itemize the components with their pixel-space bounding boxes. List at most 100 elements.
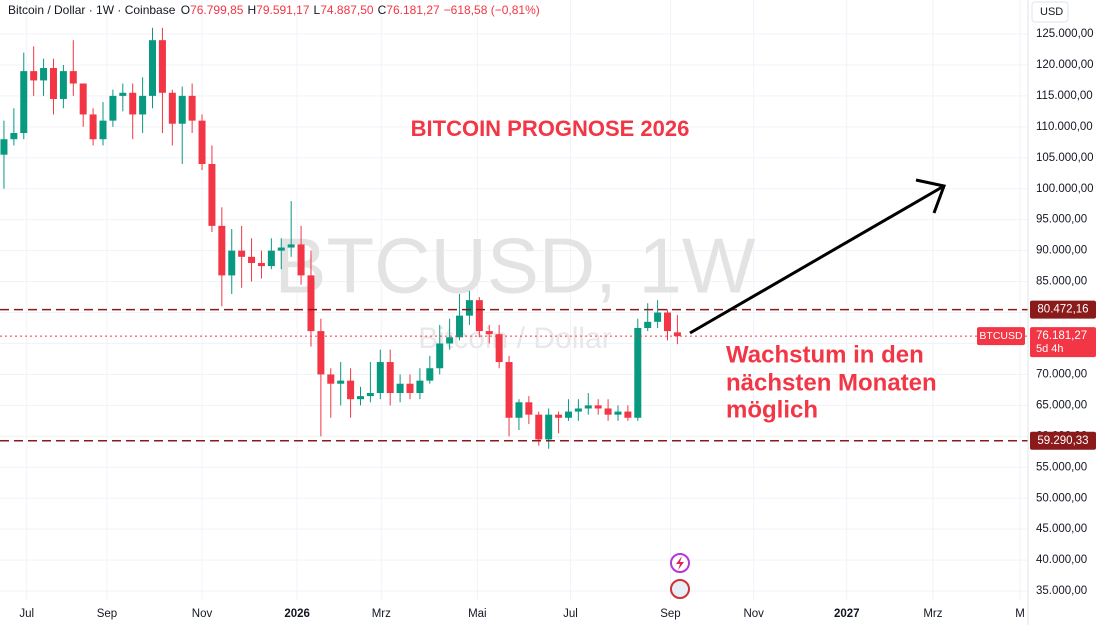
ohlc-value: 74.887,50 bbox=[320, 3, 374, 17]
x-tick-label: Nov bbox=[743, 608, 764, 620]
candle-body bbox=[465, 300, 473, 316]
annotation: möglich bbox=[726, 396, 818, 423]
candle-body bbox=[317, 331, 325, 375]
x-tick-label: Nov bbox=[192, 608, 213, 620]
ohlc-value: 79.591,17 bbox=[256, 3, 310, 17]
icons bbox=[670, 553, 690, 599]
candle-body bbox=[208, 163, 216, 226]
y-tick-label: 120.000,00 bbox=[1036, 59, 1094, 71]
candle-body bbox=[416, 380, 424, 394]
candle-body bbox=[337, 380, 345, 384]
candle-body bbox=[386, 362, 394, 394]
candle-body bbox=[475, 300, 483, 332]
ohlc-key: C bbox=[377, 3, 387, 17]
y-tick-label: 70.000,00 bbox=[1036, 368, 1087, 380]
y-tick-label: 55.000,00 bbox=[1036, 461, 1087, 473]
candle-body bbox=[99, 120, 107, 140]
candle-body bbox=[634, 328, 642, 418]
candle-body bbox=[69, 71, 77, 84]
candle-body bbox=[654, 312, 662, 322]
icon-bolt bbox=[676, 556, 684, 570]
candle-body bbox=[426, 368, 434, 381]
change: −618,58 (−0,81%) bbox=[443, 3, 540, 17]
y-tick-label: 40.000,00 bbox=[1036, 554, 1087, 566]
axes: 35.000,00 40.000,00 45.000,00 50.000,00 55.0… bbox=[19, 28, 1096, 620]
candle-body bbox=[238, 250, 246, 257]
candle-body bbox=[40, 68, 48, 81]
x-tick-label: 2026 bbox=[284, 608, 310, 620]
annotation: nächsten Monaten bbox=[726, 369, 937, 396]
ohlc-value: 76.181,27 bbox=[386, 3, 440, 17]
x-tick-label: Sep bbox=[97, 608, 117, 620]
chart-title: BITCOIN PROGNOSE 2026 bbox=[411, 116, 690, 141]
candle-body bbox=[396, 383, 404, 394]
candle-body bbox=[356, 396, 364, 400]
watermark-text: BTCUSD, 1W bbox=[274, 222, 755, 310]
time-axis bbox=[0, 600, 1028, 625]
candle-body bbox=[366, 393, 374, 397]
arrow-line bbox=[689, 184, 945, 335]
ohlc-key: L bbox=[313, 3, 321, 17]
icon[interactable] bbox=[670, 579, 690, 599]
price-label-box bbox=[1030, 431, 1096, 450]
currency: USD bbox=[1040, 6, 1063, 18]
header: Bitcoin / Dollar · 1W · Coinbase O76.799… bbox=[8, 3, 544, 17]
candle-body bbox=[545, 414, 553, 440]
y-tick-label: 50.000,00 bbox=[1036, 492, 1087, 504]
y-tick-label: 85.000,00 bbox=[1036, 276, 1087, 288]
candle-body bbox=[10, 133, 18, 140]
candle-body bbox=[228, 250, 236, 276]
x-tick-label: M bbox=[1015, 608, 1025, 620]
candle-body bbox=[79, 83, 87, 115]
ohlc-value: 76.799,85 bbox=[190, 3, 244, 17]
x-tick-label: 2027 bbox=[834, 608, 860, 620]
candle-body bbox=[139, 95, 147, 115]
countdown: 5d 4h bbox=[1036, 343, 1064, 355]
price-label: 80.472,16 bbox=[1037, 304, 1088, 316]
candle-body bbox=[20, 71, 28, 134]
candle-body bbox=[574, 408, 582, 412]
candle-body bbox=[109, 95, 117, 121]
candle-body bbox=[327, 374, 335, 384]
y-tick-label: 125.000,00 bbox=[1036, 28, 1094, 40]
candle-body bbox=[347, 380, 355, 400]
candle-body bbox=[505, 362, 513, 418]
x-tick-label: Sep bbox=[660, 608, 680, 620]
candle-body bbox=[188, 95, 196, 121]
last-price-box bbox=[1030, 327, 1096, 358]
candle-body bbox=[307, 275, 315, 332]
candle-body bbox=[515, 402, 523, 418]
symbol: Bitcoin / Dollar · 1W · Coinbase bbox=[8, 3, 176, 17]
candle-body bbox=[624, 411, 632, 418]
x-tick-label: Jul bbox=[563, 608, 578, 620]
candle-body bbox=[30, 71, 38, 81]
candle-body bbox=[257, 263, 265, 267]
y-tick-label: 110.000,00 bbox=[1036, 121, 1093, 133]
candle-body bbox=[248, 256, 256, 264]
candle-body bbox=[564, 411, 572, 418]
plot bbox=[0, 27, 1028, 449]
candle-body bbox=[129, 92, 137, 115]
candle-body bbox=[535, 414, 543, 440]
candle-body bbox=[555, 414, 563, 418]
candle-body bbox=[158, 40, 166, 93]
candle-body bbox=[436, 343, 444, 369]
price-label: 59.290,33 bbox=[1037, 435, 1088, 447]
y-tick-label: 100.000,00 bbox=[1036, 183, 1094, 195]
grid bbox=[0, 0, 1028, 600]
y-tick-label: 45.000,00 bbox=[1036, 523, 1087, 535]
candle-body bbox=[119, 92, 127, 96]
candle-body bbox=[297, 244, 305, 276]
last-price-label: 76.181,27 bbox=[1036, 330, 1087, 342]
y-tick-label: 35.000,00 bbox=[1036, 585, 1087, 597]
x-tick-label: Mrz bbox=[923, 608, 942, 620]
arrow-head bbox=[915, 178, 947, 214]
currency-box[interactable] bbox=[1031, 1, 1069, 23]
candle-body bbox=[267, 250, 275, 267]
candle-body bbox=[287, 244, 295, 248]
ohlc-key: O bbox=[180, 3, 191, 17]
candle-body bbox=[664, 312, 672, 332]
y-tick-label: 65.000,00 bbox=[1036, 399, 1087, 411]
